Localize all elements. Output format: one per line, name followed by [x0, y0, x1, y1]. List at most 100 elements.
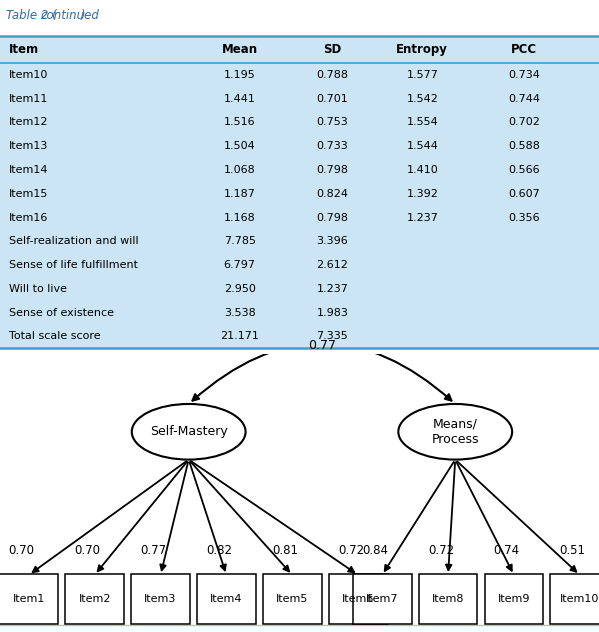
Text: 1.068: 1.068 [223, 165, 256, 175]
Text: Item4: Item4 [210, 593, 243, 604]
Text: 0.733: 0.733 [316, 142, 349, 151]
Text: Item15: Item15 [9, 189, 49, 199]
Text: Self-Mastery: Self-Mastery [150, 425, 228, 438]
Text: 7.785: 7.785 [223, 236, 256, 246]
Text: 0.84: 0.84 [362, 544, 388, 557]
FancyBboxPatch shape [419, 574, 477, 624]
FancyBboxPatch shape [550, 574, 599, 624]
FancyArrowPatch shape [189, 462, 226, 571]
FancyBboxPatch shape [263, 574, 322, 624]
FancyArrowPatch shape [192, 343, 452, 401]
Text: Item1: Item1 [13, 593, 45, 604]
Text: 0.356: 0.356 [509, 212, 540, 222]
FancyArrowPatch shape [32, 461, 186, 572]
Text: 1.168: 1.168 [223, 212, 256, 222]
FancyArrowPatch shape [456, 462, 512, 571]
Text: Item3: Item3 [144, 593, 177, 604]
Text: 3.396: 3.396 [316, 236, 349, 246]
Text: 0.81: 0.81 [272, 544, 298, 557]
Text: 0.77: 0.77 [308, 339, 336, 352]
Text: 0.70: 0.70 [8, 544, 35, 557]
FancyBboxPatch shape [485, 574, 543, 624]
Text: Item10: Item10 [9, 70, 49, 80]
FancyArrowPatch shape [161, 462, 188, 570]
Text: 3.538: 3.538 [223, 308, 256, 318]
Text: Item9: Item9 [498, 593, 530, 604]
Ellipse shape [398, 404, 512, 459]
Text: 0.70: 0.70 [74, 544, 101, 557]
Text: 1.237: 1.237 [406, 212, 438, 222]
FancyArrowPatch shape [190, 461, 289, 571]
Text: 1.542: 1.542 [406, 94, 438, 104]
FancyArrowPatch shape [385, 462, 454, 571]
FancyBboxPatch shape [0, 574, 58, 624]
Text: Entropy: Entropy [397, 43, 448, 56]
Ellipse shape [132, 404, 246, 459]
Text: 0.72: 0.72 [338, 544, 364, 557]
Text: 0.824: 0.824 [316, 189, 349, 199]
Text: 0.744: 0.744 [508, 94, 540, 104]
FancyArrowPatch shape [446, 463, 455, 570]
Text: Item7: Item7 [366, 593, 398, 604]
Text: 0.51: 0.51 [559, 544, 586, 557]
Text: 1.516: 1.516 [224, 118, 255, 128]
Text: Item8: Item8 [432, 593, 464, 604]
Text: 1.195: 1.195 [223, 70, 256, 80]
Text: Item14: Item14 [9, 165, 49, 175]
Text: 0.607: 0.607 [508, 189, 540, 199]
Text: continued: continued [41, 9, 99, 22]
Text: 1.504: 1.504 [223, 142, 256, 151]
FancyArrowPatch shape [457, 461, 576, 572]
Text: 1.544: 1.544 [406, 142, 438, 151]
Text: 0.74: 0.74 [494, 544, 520, 557]
Text: Sense of existence: Sense of existence [9, 308, 114, 318]
Text: 1.410: 1.410 [406, 165, 438, 175]
FancyBboxPatch shape [131, 574, 190, 624]
Text: 1.983: 1.983 [316, 308, 349, 318]
Bar [0, 36, 599, 348]
Text: 1.237: 1.237 [316, 284, 349, 294]
Text: Sense of life fulfillment: Sense of life fulfillment [9, 260, 138, 270]
Text: 0.82: 0.82 [206, 544, 232, 557]
FancyBboxPatch shape [65, 574, 124, 624]
Text: 2.950: 2.950 [223, 284, 256, 294]
Text: Item2: Item2 [78, 593, 111, 604]
Text: ): ) [81, 9, 86, 22]
Text: Item: Item [9, 43, 39, 56]
Text: Item13: Item13 [9, 142, 49, 151]
Text: PCC: PCC [511, 43, 537, 56]
Text: 0.72: 0.72 [428, 544, 454, 557]
Text: 6.797: 6.797 [223, 260, 256, 270]
Text: 1.187: 1.187 [223, 189, 256, 199]
FancyBboxPatch shape [353, 574, 412, 624]
FancyBboxPatch shape [329, 574, 388, 624]
Text: 21.171: 21.171 [220, 331, 259, 341]
Text: 0.798: 0.798 [316, 212, 349, 222]
Text: 0.788: 0.788 [316, 70, 349, 80]
Text: Item6: Item6 [342, 593, 374, 604]
Text: Table 2 (: Table 2 ( [6, 9, 57, 22]
FancyBboxPatch shape [197, 574, 256, 624]
Text: 0.566: 0.566 [509, 165, 540, 175]
Text: Item16: Item16 [9, 212, 49, 222]
Text: Item10: Item10 [560, 593, 599, 604]
Text: SD: SD [323, 43, 341, 56]
Text: 1.441: 1.441 [223, 94, 256, 104]
Text: 2.612: 2.612 [316, 260, 349, 270]
Text: 0.701: 0.701 [316, 94, 349, 104]
Text: Means/
Process: Means/ Process [431, 418, 479, 446]
Text: 0.702: 0.702 [508, 118, 540, 128]
Text: Will to live: Will to live [9, 284, 67, 294]
Text: 0.734: 0.734 [508, 70, 540, 80]
Text: Item11: Item11 [9, 94, 49, 104]
Text: 1.554: 1.554 [406, 118, 438, 128]
Text: 0.588: 0.588 [508, 142, 540, 151]
Text: Total scale score: Total scale score [9, 331, 101, 341]
Text: 0.798: 0.798 [316, 165, 349, 175]
Text: Mean: Mean [222, 43, 258, 56]
Text: Item5: Item5 [276, 593, 308, 604]
Text: 1.577: 1.577 [406, 70, 438, 80]
Text: 7.335: 7.335 [316, 331, 349, 341]
Text: Self-realization and will: Self-realization and will [9, 236, 138, 246]
FancyArrowPatch shape [191, 461, 354, 573]
